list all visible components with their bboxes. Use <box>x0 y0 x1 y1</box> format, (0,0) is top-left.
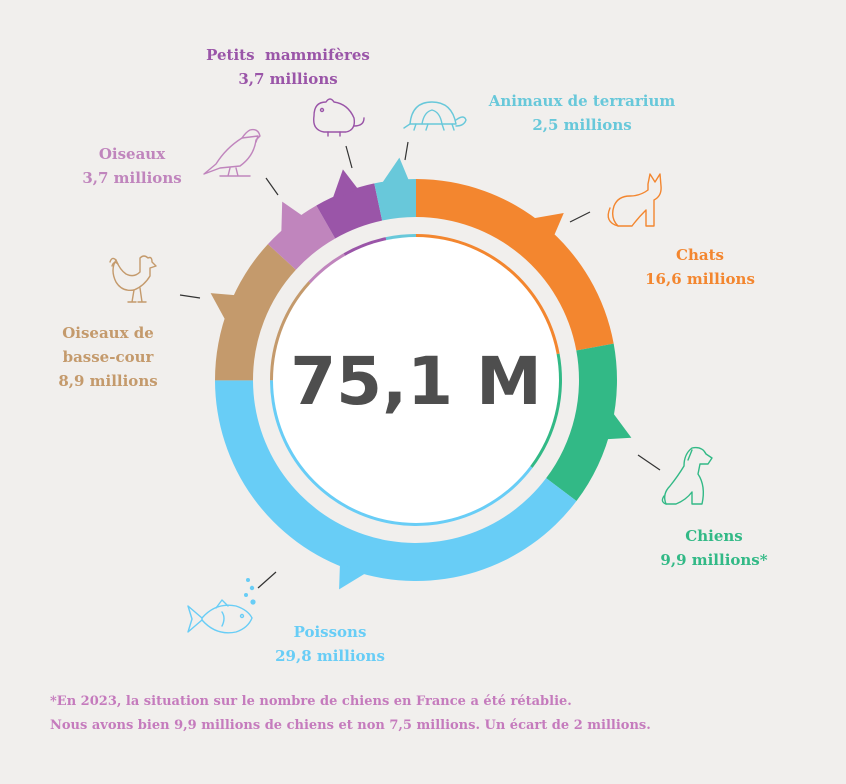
footnote: *En 2023, la situation sur le nombre de … <box>50 690 810 738</box>
label-oiseaux-de-basse-cour-line-1: Oiseaux de <box>62 324 154 342</box>
value-oiseaux: 3,7 millions <box>82 169 181 187</box>
leader-oiseaux-de-basse-cour <box>179 294 201 299</box>
dog-icon <box>661 446 713 505</box>
leader-animaux-de-terrarium <box>404 141 409 161</box>
pointer-oiseaux-de-basse-cour <box>210 293 236 322</box>
footnote-line-1: *En 2023, la situation sur le nombre de … <box>50 694 572 709</box>
pointer-chats <box>532 212 564 237</box>
mouse-icon <box>313 98 365 137</box>
donut-segments <box>210 157 632 590</box>
segment-labels: Chats 16,6 millions Chiens 9,9 millions* Poi… <box>58 46 767 665</box>
value-animaux-de-terrarium: 2,5 millions <box>532 116 631 134</box>
leader-poissons <box>257 571 277 589</box>
label-animaux-de-terrarium: Animaux de terrarium <box>488 92 676 110</box>
segment-poissons <box>215 380 577 581</box>
label-petits-mammif-res: Petits mammifères <box>206 46 370 64</box>
segment-petits-mammif-res <box>316 183 383 239</box>
segment-animaux-de-terrarium <box>374 179 416 221</box>
label-chiens: Chiens <box>685 527 742 545</box>
leader-chats <box>569 211 591 223</box>
pointer-oiseaux <box>281 201 304 234</box>
bubbles-icon <box>244 578 256 605</box>
label-poissons: Poissons <box>294 623 367 641</box>
fish-icon <box>187 599 253 634</box>
leader-lines <box>179 141 661 589</box>
turtle-icon <box>403 101 467 131</box>
total-value: 75,1 M <box>290 343 542 420</box>
label-chats: Chats <box>676 246 724 264</box>
value-chats: 16,6 millions <box>645 270 755 288</box>
segment-chiens <box>546 343 618 502</box>
pointer-chiens <box>605 412 632 440</box>
pointer-petits-mammif-res <box>332 169 359 200</box>
value-petits-mammif-res: 3,7 millions <box>238 70 337 88</box>
leader-chiens <box>637 454 661 471</box>
value-oiseaux-de-basse-cour: 8,9 millions <box>58 372 157 390</box>
value-poissons: 29,8 millions <box>275 647 385 665</box>
cat-icon <box>607 173 662 227</box>
rooster-icon <box>109 255 157 303</box>
label-oiseaux: Oiseaux <box>99 145 166 163</box>
pointer-animaux-de-terrarium <box>381 157 410 185</box>
segment-oiseaux <box>267 205 336 270</box>
center-disc <box>273 237 559 523</box>
leader-petits-mammif-res <box>345 145 353 169</box>
value-chiens: 9,9 millions* <box>660 551 767 569</box>
footnote-line-2: Nous avons bien 9,9 millions de chiens e… <box>50 718 651 733</box>
pointer-poissons <box>339 563 367 590</box>
leader-oiseaux <box>265 177 279 196</box>
segment-chats <box>416 179 614 351</box>
label-oiseaux-de-basse-cour-line-2: basse-cour <box>63 348 155 366</box>
segment-oiseaux-de-basse-cour <box>215 244 296 381</box>
bird-icon <box>203 128 261 177</box>
